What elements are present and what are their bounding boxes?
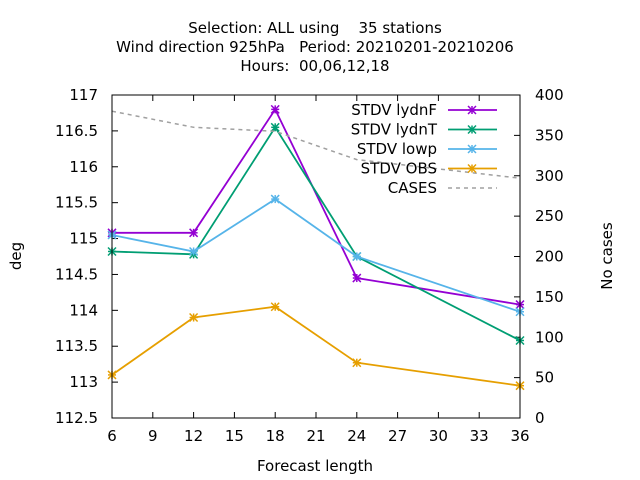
- y2-tick-label: 400: [535, 86, 564, 104]
- x-tick-label: 21: [306, 427, 325, 445]
- data-point-stdv-lowp: [270, 194, 280, 204]
- x-tick-label: 15: [225, 427, 244, 445]
- legend-label-stdv-lydnt: STDV lydnT: [351, 121, 438, 139]
- y-tick-label: 116.5: [55, 122, 98, 140]
- y2-tick-label: 150: [535, 288, 564, 306]
- y-tick-label: 113.5: [55, 337, 98, 355]
- data-point-stdv-lydnf: [189, 228, 199, 238]
- x-tick-label: 9: [148, 427, 158, 445]
- series-line-stdv-lydnf: [112, 107, 521, 306]
- data-point-stdv-obs: [352, 358, 362, 368]
- legend-label-stdv-obs: STDV OBS: [361, 160, 437, 178]
- legend-marker-stdv-lydnt: [467, 124, 477, 135]
- y-tick-label: 113: [69, 373, 98, 391]
- tick-labels: 6 9 12 15 18 21 24 27 30 33 36 112.5 113 113.5 114 114.…: [55, 86, 564, 445]
- plot-frame: [111, 94, 521, 419]
- legend-label-stdv-lydnf: STDV lydnF: [351, 101, 437, 119]
- y2-tick-label: 0: [535, 409, 545, 427]
- y-tick-label: 115: [69, 230, 98, 248]
- y2-tick-label: 350: [535, 126, 564, 144]
- data-point-stdv-obs: [270, 302, 280, 312]
- legend-marker-stdv-lydnf: [467, 105, 477, 115]
- x-tick-label: 12: [184, 427, 203, 445]
- data-point-stdv-lowp: [352, 251, 362, 262]
- y-tick-label: 114.5: [55, 265, 98, 283]
- series-layer: [107, 104, 525, 391]
- y2-axis-label: No cases: [598, 222, 616, 290]
- chart-title: Selection: ALL using 35 stations Wind di…: [116, 19, 514, 75]
- y2-tick-label: 100: [535, 328, 564, 346]
- series-line-cases: [111, 110, 521, 179]
- data-point-stdv-lydnf: [352, 273, 362, 283]
- data-point-stdv-lydnf: [270, 104, 280, 114]
- legend-label-cases: CASES: [388, 179, 437, 197]
- data-point-stdv-obs: [189, 312, 199, 323]
- y-tick-label: 115.5: [55, 194, 98, 212]
- x-tick-label: 24: [347, 427, 366, 445]
- x-tick-label: 30: [429, 427, 448, 445]
- y-tick-label: 117: [69, 86, 98, 104]
- legend-marker-stdv-obs: [467, 163, 477, 174]
- legend-label-stdv-lowp: STDV lowp: [357, 140, 437, 158]
- series-line-stdv-lydnt: [111, 125, 521, 342]
- series-line-stdv-obs: [111, 305, 521, 387]
- data-point-stdv-lydnt: [270, 122, 280, 132]
- x-tick-label: 33: [470, 427, 489, 445]
- y2-tick-label: 250: [535, 207, 564, 225]
- legend-marker-stdv-lowp: [467, 144, 477, 154]
- x-tick-label: 27: [388, 427, 407, 445]
- title-line-3: Hours: 00,06,12,18: [240, 57, 389, 75]
- title-line-2: Wind direction 925hPa Period: 20210201-2…: [116, 38, 514, 56]
- y2-tick-label: 300: [535, 167, 564, 185]
- y2-tick-label: 50: [535, 369, 554, 387]
- y-tick-label: 114: [69, 301, 98, 319]
- x-tick-label: 36: [510, 427, 529, 445]
- axis-ticks: [111, 94, 521, 419]
- y-tick-label: 116: [69, 158, 98, 176]
- data-point-stdv-lowp: [189, 246, 199, 257]
- x-axis-label: Forecast length: [257, 457, 373, 475]
- x-tick-label: 18: [266, 427, 285, 445]
- y-tick-label: 112.5: [55, 409, 98, 427]
- title-line-1: Selection: ALL using 35 stations: [188, 19, 442, 37]
- y-axis-label: deg: [7, 242, 25, 270]
- y2-tick-label: 200: [535, 248, 564, 266]
- x-tick-label: 6: [107, 427, 117, 445]
